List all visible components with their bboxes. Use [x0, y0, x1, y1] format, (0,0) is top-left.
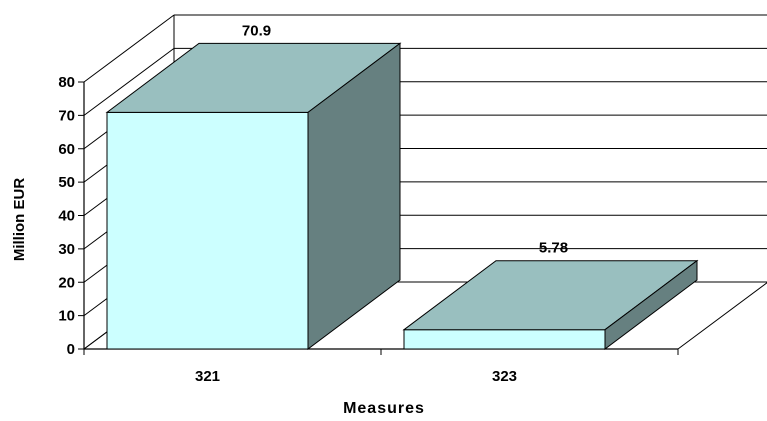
y-tick-label: 70: [58, 107, 75, 124]
y-tick-label: 80: [58, 74, 75, 91]
y-tick-label: 20: [58, 274, 75, 291]
y-tick-label: 0: [67, 341, 75, 358]
x-axis-title: Measures: [343, 400, 425, 417]
labels: 0 10 20 30 40 50 60 70 80 70.9 321 5.78 323: [58, 22, 568, 385]
y-tick-label: 60: [58, 141, 75, 158]
gridline-side: [83, 14, 175, 83]
data-label: 5.78: [539, 240, 568, 257]
bars: [105, 42, 699, 350]
y-axis-title: Million EUR: [11, 178, 28, 261]
gridline-side: [83, 47, 175, 116]
bar-front-face: [403, 329, 606, 350]
bar-321: [105, 42, 402, 350]
x-tick-label: 323: [492, 368, 517, 385]
y-tick-label: 50: [58, 174, 75, 191]
y-tick-label: 40: [58, 208, 75, 225]
bar-front-face: [106, 111, 309, 350]
y-tick-label: 30: [58, 241, 75, 258]
y-tick-label: 10: [58, 308, 75, 325]
bar-323: [402, 259, 699, 350]
x-tick-label: 321: [195, 368, 220, 385]
data-label: 70.9: [242, 22, 271, 39]
floor-edge-right: [677, 282, 767, 350]
bar-side-face: [307, 42, 401, 350]
bar-side-face: [604, 259, 698, 350]
